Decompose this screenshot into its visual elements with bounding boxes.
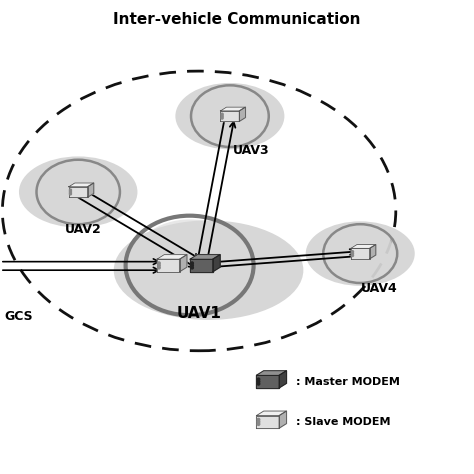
Circle shape [191,266,193,269]
Polygon shape [69,183,94,187]
Ellipse shape [306,221,415,286]
Circle shape [351,255,354,256]
Circle shape [158,264,160,267]
Ellipse shape [19,156,137,228]
Text: GCS: GCS [5,310,33,323]
Polygon shape [279,411,286,428]
Circle shape [257,378,260,381]
Circle shape [158,266,160,269]
Polygon shape [279,371,286,388]
Polygon shape [157,259,180,272]
Polygon shape [351,245,376,248]
Circle shape [351,253,354,255]
Circle shape [351,251,354,253]
Circle shape [221,117,223,119]
Polygon shape [239,107,246,121]
Circle shape [158,262,160,264]
Polygon shape [180,255,187,272]
Circle shape [257,419,260,421]
Polygon shape [256,375,279,388]
Polygon shape [256,411,286,416]
Circle shape [191,264,193,267]
Ellipse shape [130,219,249,311]
Ellipse shape [114,220,303,320]
Polygon shape [220,107,246,111]
Circle shape [69,193,72,195]
Circle shape [257,420,260,423]
Polygon shape [370,245,376,259]
Circle shape [191,262,193,264]
Polygon shape [220,111,239,121]
Ellipse shape [326,227,394,281]
Circle shape [257,423,260,425]
Polygon shape [69,187,88,197]
Polygon shape [157,255,187,259]
Text: UAV1: UAV1 [177,306,221,321]
Text: Inter-vehicle Communication: Inter-vehicle Communication [113,12,361,27]
Text: : Master MODEM: : Master MODEM [296,376,400,387]
Polygon shape [256,371,286,375]
Circle shape [221,113,223,115]
Text: : Slave MODEM: : Slave MODEM [296,417,391,427]
Text: UAV2: UAV2 [64,223,101,236]
Polygon shape [88,183,94,197]
Ellipse shape [40,162,117,222]
Circle shape [69,189,72,191]
Circle shape [257,380,260,383]
Ellipse shape [175,83,284,149]
Circle shape [257,383,260,385]
Text: UAV3: UAV3 [233,144,270,156]
Polygon shape [190,259,213,272]
Text: UAV4: UAV4 [361,282,398,295]
Circle shape [69,191,72,193]
Polygon shape [256,416,279,428]
Polygon shape [190,255,220,259]
Polygon shape [351,248,370,259]
Circle shape [221,115,223,117]
Ellipse shape [194,88,266,145]
Polygon shape [213,255,220,272]
